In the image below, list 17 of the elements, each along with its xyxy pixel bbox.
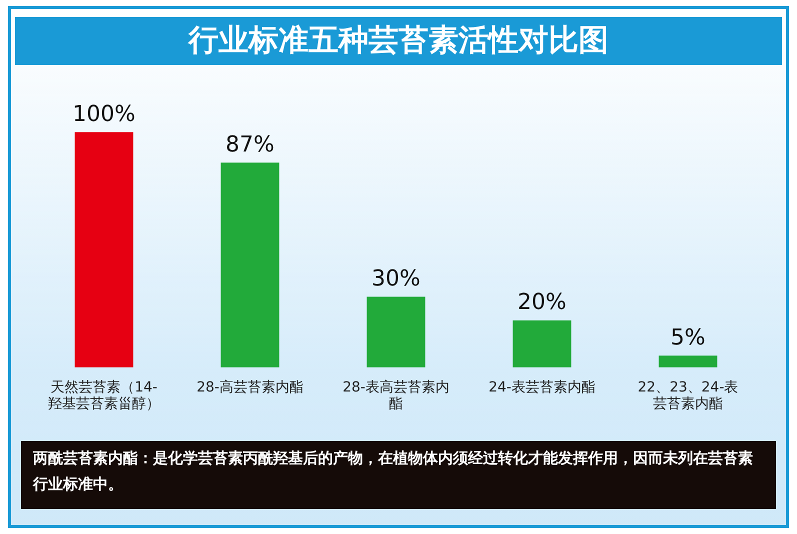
x-tick-label: 28-表高芸苔素内酯 xyxy=(342,379,450,412)
x-tick-label: 22、23、24-表芸苔素内酯 xyxy=(638,379,738,412)
chart-title: 行业标准五种芸苔素活性对比图 xyxy=(15,17,782,65)
bar xyxy=(220,162,280,368)
bar xyxy=(658,356,718,368)
data-label: 87% xyxy=(226,132,274,158)
bar xyxy=(74,132,134,368)
x-tick-label: 28-高芸苔素内酯 xyxy=(196,379,304,396)
data-label: 30% xyxy=(372,266,420,292)
x-tick-label: 天然芸苔素（14-羟基芸苔素甾醇） xyxy=(48,379,160,412)
bar xyxy=(366,296,426,368)
bar xyxy=(512,320,572,368)
data-label: 5% xyxy=(670,325,706,350)
data-label: 20% xyxy=(518,290,566,316)
text: 两酰芸苔素内酯：是化学芸苔素丙酰羟基后的产物，在植物体内须经过转化才能发挥作用，因而未列在芸苔素行业标准中。 xyxy=(21,441,776,509)
x-tick-label: 24-表芸苔素内酯 xyxy=(488,379,596,396)
data-label: 100% xyxy=(72,102,136,127)
